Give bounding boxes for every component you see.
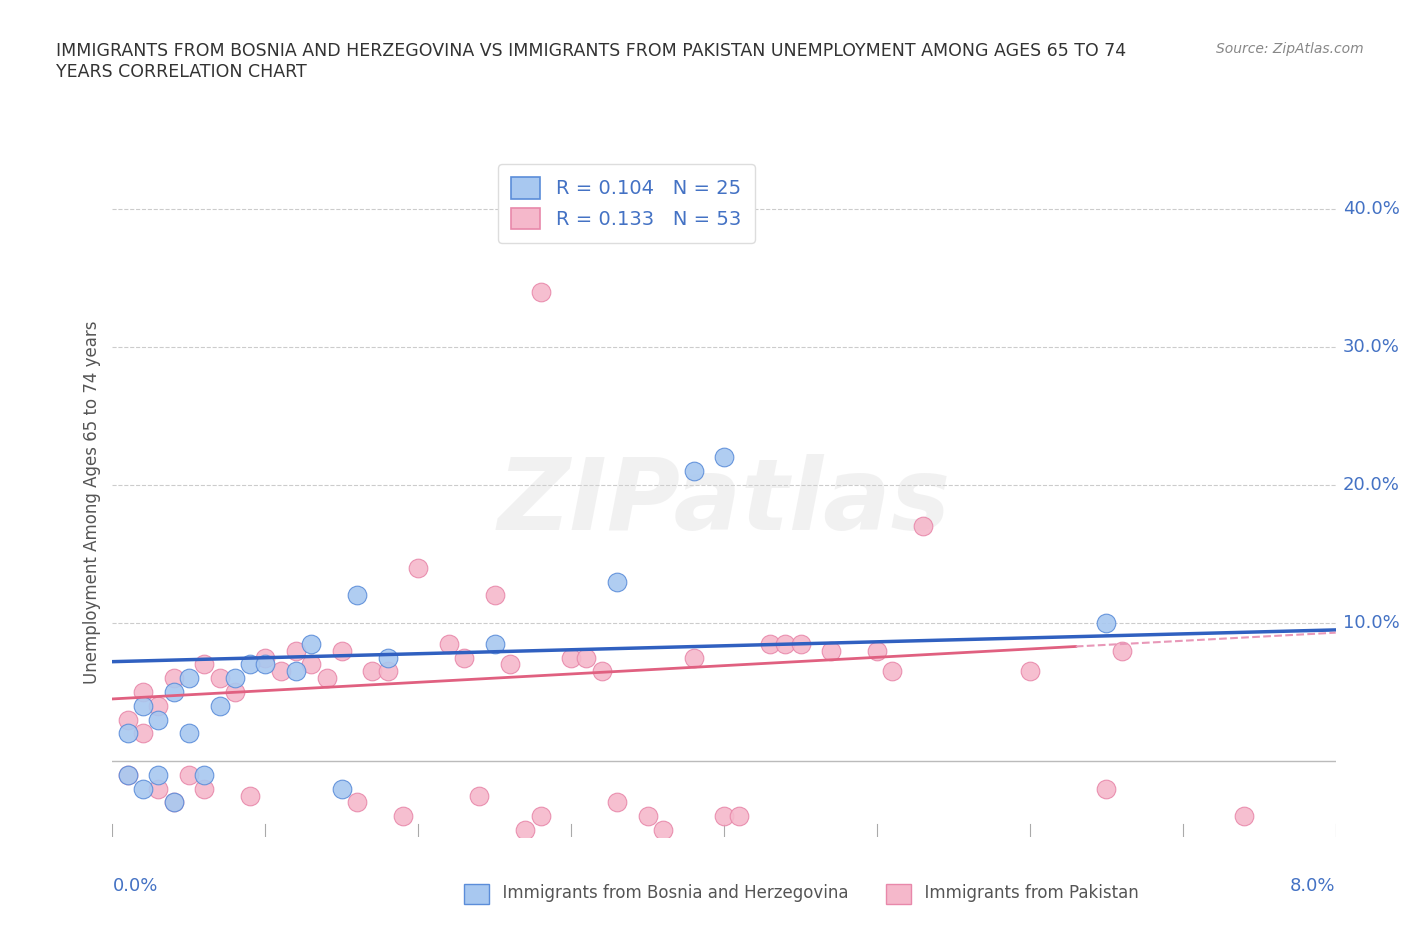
Point [117, 726, 139, 741]
Point [866, 644, 889, 658]
Point [284, 664, 308, 679]
Text: Immigrants from Bosnia and Herzegovina: Immigrants from Bosnia and Herzegovina [492, 884, 849, 902]
Point [315, 671, 337, 685]
Point [193, 657, 215, 671]
Point [148, 712, 170, 727]
Point [1233, 809, 1256, 824]
Point [377, 664, 399, 679]
Point [1018, 664, 1040, 679]
Point [606, 574, 628, 589]
Point [254, 650, 277, 665]
Text: Immigrants from Pakistan: Immigrants from Pakistan [914, 884, 1139, 902]
Point [392, 809, 415, 824]
Text: 30.0%: 30.0% [1343, 338, 1399, 356]
Point [346, 588, 368, 603]
Point [163, 795, 186, 810]
Point [224, 684, 246, 699]
Point [1095, 781, 1118, 796]
Point [499, 657, 522, 671]
Point [330, 781, 353, 796]
Text: IMMIGRANTS FROM BOSNIA AND HERZEGOVINA VS IMMIGRANTS FROM PAKISTAN UNEMPLOYMENT : IMMIGRANTS FROM BOSNIA AND HERZEGOVINA V… [56, 42, 1126, 60]
Point [132, 726, 155, 741]
Point [208, 698, 231, 713]
Point [148, 767, 170, 782]
Text: 8.0%: 8.0% [1291, 877, 1336, 896]
Text: ZIPatlas: ZIPatlas [498, 454, 950, 551]
Point [163, 795, 186, 810]
Point [193, 767, 215, 782]
Point [728, 809, 751, 824]
Point [239, 788, 262, 803]
Text: 10.0%: 10.0% [1343, 614, 1399, 632]
Point [377, 650, 399, 665]
Point [117, 767, 139, 782]
Point [453, 650, 475, 665]
Point [148, 698, 170, 713]
Legend: R = 0.104   N = 25, R = 0.133   N = 53: R = 0.104 N = 25, R = 0.133 N = 53 [498, 164, 755, 243]
Point [254, 657, 277, 671]
Point [177, 767, 200, 782]
Point [591, 664, 613, 679]
Text: YEARS CORRELATION CHART: YEARS CORRELATION CHART [56, 63, 307, 81]
Point [759, 636, 782, 651]
Point [484, 636, 506, 651]
Text: Source: ZipAtlas.com: Source: ZipAtlas.com [1216, 42, 1364, 56]
Point [193, 781, 215, 796]
Point [652, 823, 675, 838]
Point [117, 712, 139, 727]
Point [132, 698, 155, 713]
Point [177, 726, 200, 741]
Point [1095, 616, 1118, 631]
Point [515, 823, 537, 838]
Point [132, 684, 155, 699]
Point [773, 636, 796, 651]
Text: 20.0%: 20.0% [1343, 476, 1399, 494]
Point [484, 588, 506, 603]
Point [713, 809, 735, 824]
Point [713, 450, 735, 465]
Point [224, 671, 246, 685]
Point [361, 664, 384, 679]
Point [163, 671, 186, 685]
Point [299, 636, 322, 651]
Point [163, 684, 186, 699]
Point [468, 788, 491, 803]
Point [117, 767, 139, 782]
Text: 40.0%: 40.0% [1343, 200, 1399, 218]
Point [575, 650, 598, 665]
Point [346, 795, 368, 810]
Point [682, 650, 704, 665]
Point [239, 657, 262, 671]
Point [789, 636, 811, 651]
Point [637, 809, 659, 824]
Point [911, 519, 934, 534]
Point [560, 650, 582, 665]
Text: 0.0%: 0.0% [112, 877, 157, 896]
Y-axis label: Unemployment Among Ages 65 to 74 years: Unemployment Among Ages 65 to 74 years [83, 321, 101, 684]
Point [177, 671, 200, 685]
Point [408, 561, 430, 576]
Point [330, 644, 353, 658]
Point [606, 795, 628, 810]
Point [148, 781, 170, 796]
Point [882, 664, 904, 679]
Point [682, 464, 704, 479]
Point [820, 644, 842, 658]
Point [299, 657, 322, 671]
Point [437, 636, 460, 651]
Point [270, 664, 292, 679]
Point [529, 285, 551, 299]
Point [529, 809, 551, 824]
Point [1111, 644, 1133, 658]
Point [208, 671, 231, 685]
Point [132, 781, 155, 796]
Point [284, 644, 308, 658]
